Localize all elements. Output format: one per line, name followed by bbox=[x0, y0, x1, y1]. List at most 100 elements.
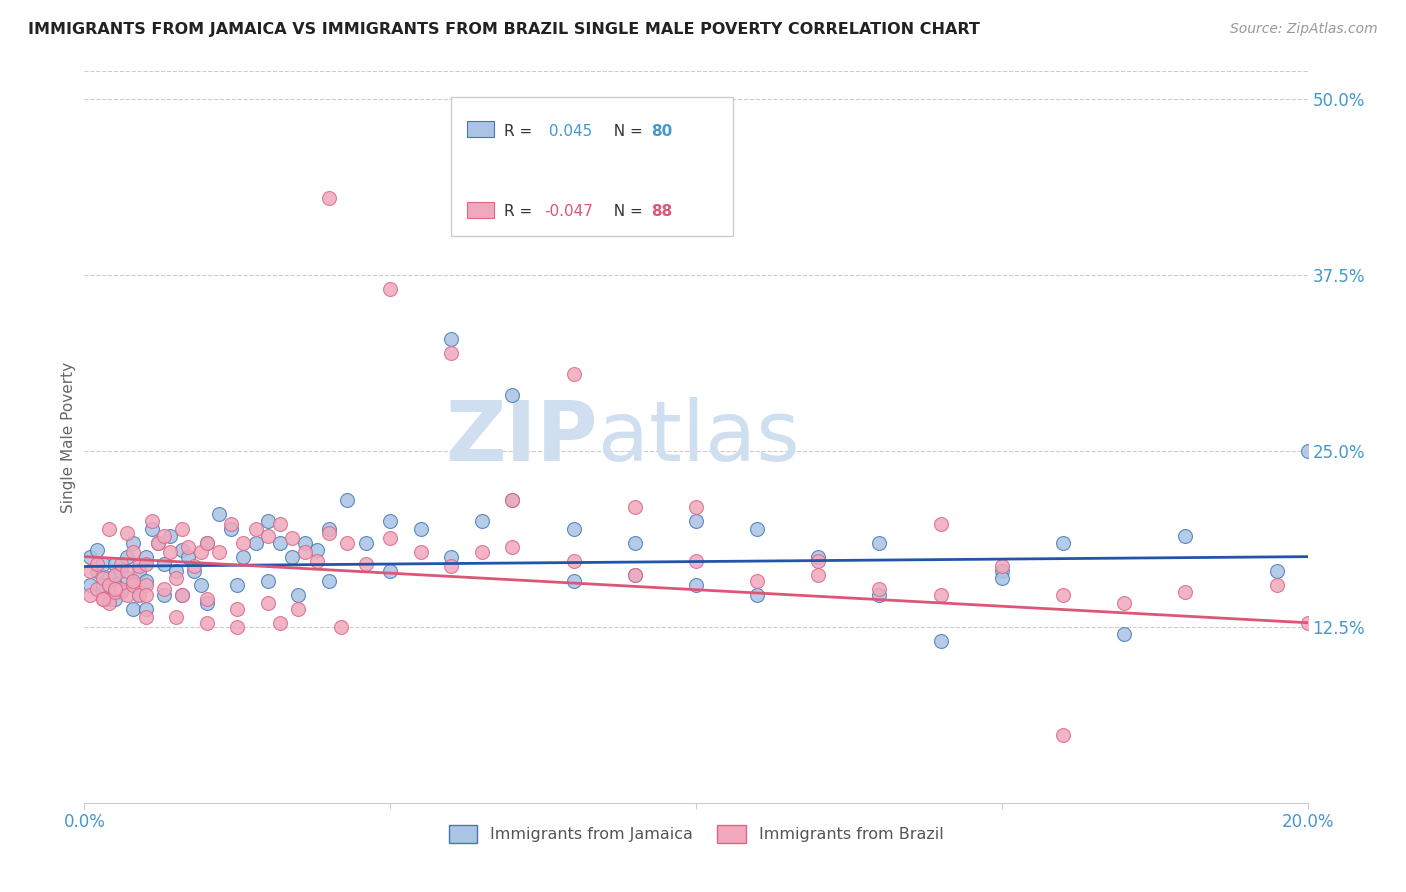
Point bbox=[318, 191, 340, 205]
Point bbox=[115, 549, 138, 564]
Point bbox=[502, 388, 524, 402]
Point bbox=[1265, 564, 1288, 578]
Point bbox=[440, 549, 463, 564]
Point bbox=[97, 591, 120, 606]
Point bbox=[183, 564, 205, 578]
Point bbox=[110, 582, 132, 596]
Text: Source: ZipAtlas.com: Source: ZipAtlas.com bbox=[1230, 22, 1378, 37]
Point bbox=[281, 532, 304, 546]
Text: R =: R = bbox=[503, 204, 537, 219]
Point bbox=[336, 493, 359, 508]
Point bbox=[232, 535, 254, 549]
Point bbox=[502, 540, 524, 554]
Point bbox=[141, 515, 163, 529]
Point bbox=[190, 545, 212, 559]
FancyBboxPatch shape bbox=[451, 97, 733, 235]
Point bbox=[869, 582, 891, 596]
Point bbox=[747, 574, 769, 588]
Point bbox=[110, 557, 132, 571]
Point bbox=[115, 564, 138, 578]
Point bbox=[135, 574, 157, 588]
Point bbox=[91, 578, 114, 592]
Point bbox=[380, 532, 402, 546]
Point bbox=[208, 508, 231, 522]
Point bbox=[86, 542, 108, 557]
FancyBboxPatch shape bbox=[467, 121, 494, 137]
Point bbox=[91, 557, 114, 571]
Point bbox=[287, 601, 309, 615]
Point bbox=[440, 559, 463, 574]
Point bbox=[183, 559, 205, 574]
Point bbox=[104, 557, 127, 571]
Point bbox=[165, 610, 187, 624]
Point bbox=[122, 535, 145, 549]
Point bbox=[354, 535, 377, 549]
Point bbox=[79, 564, 101, 578]
Point bbox=[257, 596, 280, 610]
Point bbox=[294, 545, 316, 559]
Point bbox=[269, 517, 291, 532]
Point bbox=[869, 535, 891, 549]
Text: ZIP: ZIP bbox=[446, 397, 598, 477]
Point bbox=[86, 582, 108, 596]
Y-axis label: Single Male Poverty: Single Male Poverty bbox=[60, 361, 76, 513]
Point bbox=[172, 521, 194, 535]
Point bbox=[159, 528, 181, 542]
Point bbox=[624, 568, 647, 582]
Point bbox=[115, 588, 138, 602]
Point bbox=[807, 568, 830, 582]
Point bbox=[165, 571, 187, 585]
Point bbox=[502, 493, 524, 508]
Point bbox=[685, 500, 707, 515]
Point bbox=[1052, 728, 1074, 742]
Point bbox=[153, 528, 176, 542]
Point bbox=[97, 578, 120, 592]
Point bbox=[1296, 444, 1319, 458]
Point bbox=[219, 521, 242, 535]
Point bbox=[747, 521, 769, 535]
Point bbox=[1174, 528, 1197, 542]
Point bbox=[104, 584, 127, 599]
Point bbox=[177, 549, 200, 564]
Point bbox=[104, 582, 127, 596]
Point bbox=[97, 521, 120, 535]
Point bbox=[257, 528, 280, 542]
Point bbox=[135, 610, 157, 624]
Point bbox=[135, 557, 157, 571]
Point bbox=[97, 571, 120, 585]
Point bbox=[195, 535, 218, 549]
Point bbox=[807, 549, 830, 564]
Point bbox=[471, 545, 494, 559]
Text: N =: N = bbox=[605, 124, 648, 139]
Point bbox=[110, 564, 132, 578]
Point bbox=[747, 588, 769, 602]
Point bbox=[190, 578, 212, 592]
Point bbox=[115, 571, 138, 585]
Legend: Immigrants from Jamaica, Immigrants from Brazil: Immigrants from Jamaica, Immigrants from… bbox=[443, 819, 949, 850]
Point bbox=[122, 578, 145, 592]
Point bbox=[624, 568, 647, 582]
Point bbox=[685, 578, 707, 592]
Point bbox=[91, 571, 114, 585]
Point bbox=[991, 564, 1014, 578]
Point bbox=[685, 554, 707, 568]
Point bbox=[122, 578, 145, 592]
Text: IMMIGRANTS FROM JAMAICA VS IMMIGRANTS FROM BRAZIL SINGLE MALE POVERTY CORRELATIO: IMMIGRANTS FROM JAMAICA VS IMMIGRANTS FR… bbox=[28, 22, 980, 37]
Point bbox=[79, 588, 101, 602]
Point bbox=[991, 559, 1014, 574]
Point bbox=[195, 591, 218, 606]
Point bbox=[104, 568, 127, 582]
Point bbox=[128, 588, 150, 602]
Point bbox=[195, 535, 218, 549]
Point bbox=[128, 564, 150, 578]
Point bbox=[122, 601, 145, 615]
Point bbox=[1296, 615, 1319, 630]
Point bbox=[79, 578, 101, 592]
Point bbox=[380, 515, 402, 529]
Point bbox=[146, 535, 169, 549]
Point bbox=[869, 588, 891, 602]
Point bbox=[1114, 627, 1136, 641]
Point bbox=[562, 554, 585, 568]
Point bbox=[991, 571, 1014, 585]
Point bbox=[929, 588, 952, 602]
